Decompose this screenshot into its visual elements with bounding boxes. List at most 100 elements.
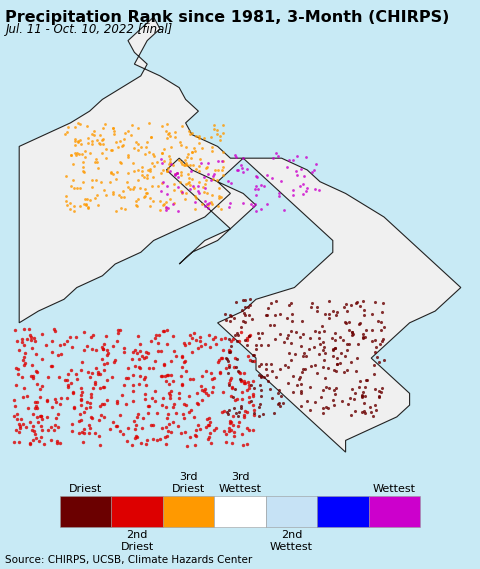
- Point: [222, 430, 230, 439]
- Point: [336, 359, 344, 368]
- Point: [217, 353, 225, 362]
- Point: [112, 421, 120, 430]
- Point: [159, 201, 167, 210]
- Point: [145, 364, 153, 373]
- Point: [57, 438, 64, 447]
- Point: [371, 298, 379, 307]
- Point: [232, 298, 240, 307]
- Point: [285, 363, 292, 372]
- Point: [266, 320, 274, 329]
- Point: [241, 311, 249, 320]
- Point: [207, 439, 215, 448]
- Point: [302, 186, 310, 195]
- Point: [239, 316, 247, 325]
- Point: [75, 428, 83, 438]
- Point: [198, 200, 206, 209]
- Point: [22, 358, 29, 368]
- Point: [160, 144, 168, 153]
- Point: [342, 319, 349, 328]
- Point: [204, 435, 212, 444]
- Point: [264, 341, 272, 350]
- Point: [192, 440, 199, 450]
- Point: [213, 129, 221, 138]
- Point: [186, 185, 193, 194]
- Point: [57, 399, 64, 409]
- Point: [144, 137, 151, 146]
- Point: [145, 401, 153, 410]
- Point: [95, 431, 103, 440]
- Point: [62, 172, 70, 181]
- Point: [102, 144, 109, 153]
- Point: [91, 428, 99, 438]
- Point: [211, 165, 219, 174]
- Point: [255, 411, 263, 420]
- Point: [216, 356, 223, 365]
- Point: [225, 380, 233, 389]
- Point: [132, 434, 139, 443]
- Point: [275, 191, 283, 200]
- Point: [182, 366, 190, 376]
- Point: [263, 310, 271, 319]
- Point: [212, 340, 220, 349]
- Point: [165, 128, 173, 137]
- Point: [167, 167, 174, 176]
- Point: [299, 364, 307, 373]
- Point: [91, 158, 98, 167]
- Point: [120, 348, 128, 357]
- Point: [164, 163, 172, 172]
- Point: [12, 381, 19, 390]
- Point: [307, 361, 314, 370]
- Point: [275, 188, 283, 197]
- Point: [203, 188, 211, 197]
- Point: [166, 131, 174, 140]
- Point: [243, 408, 251, 417]
- Point: [164, 203, 171, 212]
- Point: [210, 373, 217, 382]
- Point: [81, 200, 88, 209]
- Point: [77, 395, 84, 404]
- Point: [67, 151, 75, 160]
- Point: [356, 376, 364, 385]
- Point: [29, 422, 37, 431]
- Point: [133, 348, 141, 357]
- Point: [322, 374, 329, 383]
- Point: [131, 424, 139, 433]
- Point: [224, 356, 232, 365]
- Point: [17, 422, 24, 431]
- Point: [251, 199, 259, 208]
- Point: [378, 337, 386, 346]
- Point: [237, 323, 245, 332]
- Point: [98, 343, 106, 352]
- Point: [375, 393, 383, 402]
- Point: [68, 420, 75, 429]
- Point: [308, 167, 316, 176]
- Point: [76, 410, 84, 419]
- Point: [264, 376, 272, 385]
- Point: [191, 184, 198, 193]
- Point: [94, 190, 101, 199]
- Point: [175, 206, 182, 215]
- Point: [245, 332, 252, 341]
- Point: [379, 298, 386, 307]
- Point: [103, 376, 110, 385]
- Point: [297, 387, 305, 396]
- Point: [355, 382, 363, 391]
- Point: [132, 196, 140, 205]
- Point: [188, 129, 196, 138]
- Point: [228, 341, 235, 351]
- Point: [182, 401, 190, 410]
- Point: [286, 349, 293, 358]
- Point: [263, 200, 271, 209]
- Point: [195, 162, 203, 171]
- Point: [260, 373, 268, 382]
- Point: [82, 403, 90, 413]
- Point: [197, 381, 204, 390]
- Point: [180, 413, 188, 422]
- Point: [317, 393, 325, 402]
- Point: [208, 374, 216, 384]
- Point: [244, 351, 252, 360]
- Point: [378, 387, 385, 397]
- Bar: [60, 496, 111, 527]
- Point: [200, 386, 207, 395]
- Point: [240, 377, 247, 386]
